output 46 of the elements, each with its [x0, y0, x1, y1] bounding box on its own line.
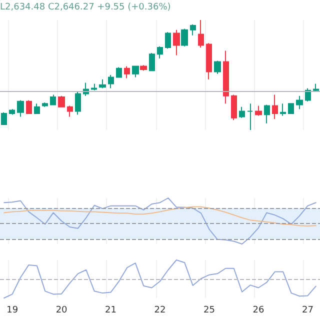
candlestick — [165, 32, 171, 50]
candlestick — [231, 94, 237, 121]
x-tick-label: 20 — [56, 306, 68, 316]
candlestick — [255, 105, 262, 116]
candlestick — [305, 88, 311, 102]
candlestick — [58, 95, 65, 108]
candlestick — [1, 112, 7, 125]
candlestick — [239, 106, 245, 118]
x-tick-label: 22 — [154, 306, 166, 316]
candlestick — [67, 105, 73, 118]
candlestick — [296, 95, 303, 110]
candlestick — [214, 60, 221, 74]
candlestick — [206, 42, 212, 80]
candlestick — [34, 103, 40, 114]
candlestick — [198, 20, 204, 48]
candlestick — [132, 66, 139, 78]
candlestick — [272, 94, 278, 120]
x-tick-label: 19 — [6, 306, 18, 316]
candlestick — [280, 103, 286, 116]
candlestick — [91, 83, 97, 91]
candlestick — [140, 64, 147, 72]
candlestick — [313, 83, 319, 92]
candlestick — [99, 78, 106, 89]
x-tick-label: 27 — [302, 306, 314, 316]
candlestick — [26, 100, 32, 114]
candlestick — [116, 66, 122, 78]
candlestick — [157, 46, 163, 59]
candlestick — [17, 100, 24, 118]
text: L2,634.48 C2,646.27 +9.55 (+0.36%) — [0, 2, 171, 12]
candlestick — [173, 29, 180, 56]
x-tick-label: 25 — [204, 306, 215, 316]
candlestick — [247, 103, 253, 130]
candlestick — [9, 108, 15, 116]
candlestick — [108, 74, 114, 89]
candlestick — [288, 103, 294, 114]
candlestick — [223, 50, 229, 104]
candlestick — [75, 91, 81, 116]
candlestick — [124, 66, 130, 79]
x-tick-label: 21 — [105, 306, 116, 316]
candlestick — [149, 52, 155, 72]
candlestick — [42, 102, 48, 108]
candlestick — [190, 24, 196, 36]
candlestick — [50, 94, 56, 106]
x-tick-label: 26 — [252, 306, 264, 316]
candlestick — [264, 104, 270, 124]
candlestick — [181, 28, 188, 47]
